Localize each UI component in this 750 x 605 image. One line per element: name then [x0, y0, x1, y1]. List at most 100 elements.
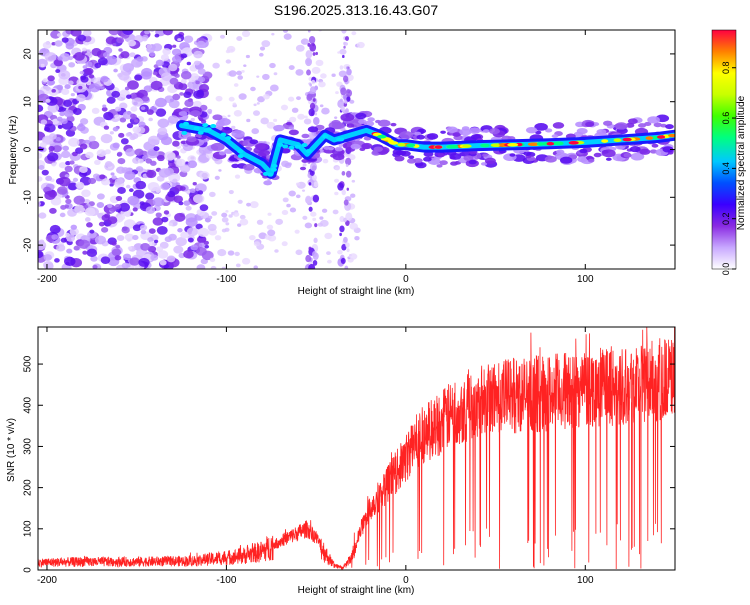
spectrogram-noise-blob — [256, 219, 264, 225]
spectrogram-noise-blob — [166, 255, 176, 263]
spectrogram-x-tick-label: -100 — [216, 274, 236, 285]
spectrogram-noise-blob — [217, 249, 227, 257]
spectrogram-noise-blob — [99, 174, 106, 180]
spectrogram-noise-blob — [176, 158, 186, 167]
spectrogram-ridge-halo — [559, 156, 573, 164]
spectrogram-ridge-halo — [307, 126, 319, 133]
spectrogram-noise-blob — [180, 70, 192, 80]
spectrogram-noise-blob — [185, 205, 192, 211]
spectrogram-noise-blob — [296, 96, 301, 101]
spectrogram-noise-blob — [78, 85, 83, 90]
spectrogram-noise-blob — [257, 96, 265, 103]
spectrogram-ridge-halo — [662, 146, 674, 153]
spectrogram-noise-blob — [212, 62, 220, 69]
spectrogram-noise-blob — [82, 250, 88, 255]
spectrogram-noise-blob — [183, 250, 194, 259]
spectrogram-ridge-halo — [509, 153, 516, 157]
spectrogram-ridge-halo — [273, 124, 285, 132]
spectrogram-noise-blob — [60, 204, 67, 210]
spectrogram-noise-blob — [121, 226, 130, 234]
spectrogram-noise-blob — [102, 104, 107, 108]
spectrogram-noise-blob — [243, 64, 247, 68]
spectrogram-noise-blob — [207, 215, 213, 220]
spectrogram-noise-blob — [118, 202, 130, 212]
spectrogram-noise-blob — [57, 124, 63, 129]
spectrogram-noise-blob — [54, 40, 63, 47]
spectrogram-hotspot — [622, 137, 632, 142]
spectrogram-noise-blob — [195, 183, 207, 193]
spectrogram-noise-blob — [59, 212, 66, 218]
spectrogram-noise-blob — [256, 102, 260, 105]
spectrogram-noise-blob — [234, 174, 241, 179]
spectrogram-noise-blob — [334, 191, 339, 196]
spectrogram-noise-blob — [141, 37, 148, 42]
spectrogram-noise-blob — [149, 51, 156, 57]
spectrogram-noise-blob — [61, 37, 69, 43]
spectrogram-hotspot — [220, 132, 227, 137]
spectrogram-x-ticks: -200 -100 0 100 — [37, 30, 594, 285]
spectrogram-hotspot — [282, 144, 289, 149]
spectrogram-ridge-halo — [579, 148, 588, 154]
spectrogram-hotspot — [197, 130, 204, 135]
spectrogram-noise-blob — [143, 85, 153, 93]
spectrogram-noise-blob — [282, 197, 289, 203]
spectrogram-noise-blob — [109, 183, 114, 187]
spectrogram-noise-blob — [101, 214, 110, 222]
spectrogram-stripe-blob — [306, 93, 313, 102]
spectrogram-noise-blob — [69, 160, 75, 165]
spectrogram-noise-blob — [321, 107, 330, 115]
spectrogram-noise-blob — [190, 244, 199, 251]
spectrogram-hotspot — [203, 128, 210, 133]
spectrogram-noise-blob — [120, 138, 129, 145]
spectrogram-noise-blob — [147, 181, 160, 192]
spectrogram-noise-blob — [98, 221, 105, 227]
spectrogram-hotspot — [555, 141, 564, 146]
spectrogram-noise-blob — [152, 197, 165, 207]
spectrogram-ridge-halo — [629, 146, 641, 153]
spectrogram-hotspot — [568, 140, 579, 145]
spectrogram-ridge-halo — [255, 143, 269, 151]
spectrogram-stripe-blob — [346, 248, 350, 253]
spectrogram-noise-blob — [114, 114, 120, 119]
spectrogram-noise-blob — [58, 162, 67, 169]
spectrogram-noise-blob — [238, 93, 247, 100]
spectrogram-ridge-halo — [413, 158, 423, 164]
spectrogram-noise-blob — [169, 77, 179, 85]
spectrogram-hotspot — [336, 137, 343, 142]
spectrogram-hotspot — [613, 138, 622, 142]
spectrogram-noise-blob — [117, 214, 126, 221]
spectrogram-noise-blob — [159, 241, 169, 249]
spectrogram-ridge-halo — [480, 162, 488, 166]
spectrogram-ridge-halo — [644, 121, 652, 127]
spectrogram-noise-blob — [146, 169, 157, 179]
spectrogram-noise-blob — [88, 135, 96, 142]
spectrogram-stripe-blob — [339, 225, 345, 233]
snr-frame — [37, 326, 676, 571]
spectrogram-noise-blob — [127, 80, 139, 90]
spectrogram-hotspot — [527, 142, 539, 146]
spectrogram-noise-blob — [152, 217, 164, 226]
spectrogram-noise-blob — [52, 145, 62, 153]
spectrogram-ridge-halo — [243, 164, 255, 171]
spectrogram-noise-blob — [189, 188, 196, 194]
spectrogram-hotspot — [305, 148, 312, 153]
spectrogram-ridge-halo — [399, 131, 414, 140]
spectrogram-ridge-halo — [627, 118, 638, 125]
spectrogram-noise-blob — [215, 95, 223, 102]
spectrogram-noise-blob — [127, 246, 133, 250]
spectrogram-stripe-blob — [340, 105, 345, 112]
spectrogram-noise-blob — [101, 227, 109, 233]
spectrogram-noise-blob — [116, 37, 124, 44]
spectrogram-noise-blob — [225, 210, 229, 213]
spectrogram-noise-blob — [144, 30, 151, 35]
spectrogram-noise-blob — [168, 222, 173, 227]
spectrogram-noise-blob — [356, 41, 365, 49]
spectrogram-noise-blob — [79, 70, 85, 75]
spectrogram-noise-blob — [239, 218, 249, 226]
spectrogram-ridge-halo — [637, 123, 647, 128]
spectrogram-stripe-blob — [315, 51, 318, 56]
spectrogram-noise-blob — [209, 257, 216, 263]
spectrogram-ridge-halo — [249, 139, 259, 145]
spectrogram-noise-blob — [38, 250, 44, 259]
